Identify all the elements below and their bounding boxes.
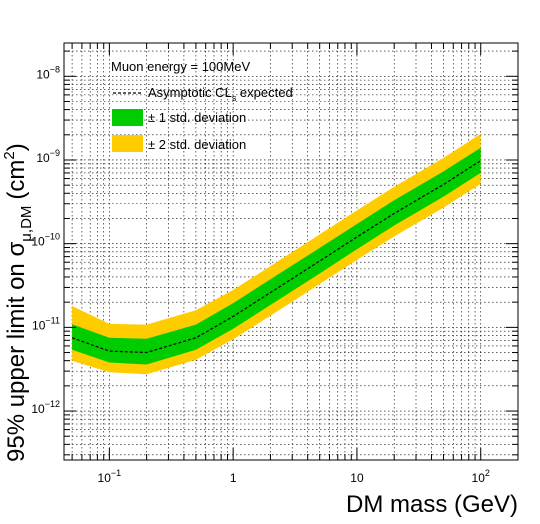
y-axis-title-sub: μ,DM (18, 206, 35, 242)
legend-expected-suffix: expected (236, 85, 292, 100)
legend-band2-swatch (112, 135, 143, 152)
y-axis-title: 95% upper limit on σμ,DM (cm2) (1, 143, 35, 462)
two-sigma-band (72, 133, 481, 375)
y-tick-label: 10−11 (32, 315, 60, 332)
legend-expected-prefix: Asymptotic CL (148, 85, 232, 100)
legend-band2-label: ± 2 std. deviation (148, 137, 246, 152)
x-axis-title: DM mass (GeV) (346, 491, 518, 518)
legend-expected-sub: s (232, 93, 237, 103)
y-tick-label: 10−8 (36, 64, 60, 81)
legend-header: Muon energy = 100MeV (111, 59, 250, 74)
y-tick-label: 10−10 (31, 232, 60, 249)
legend: Muon energy = 100MeV Asymptotic CLs expe… (111, 59, 293, 152)
legend-expected-label: Asymptotic CLs expected (148, 85, 293, 103)
axis-ticks (64, 43, 519, 460)
one-sigma-band (72, 147, 481, 365)
grid-lines (64, 43, 519, 460)
x-tick-label: 10−1 (98, 468, 122, 485)
y-tick-label: 10−12 (31, 399, 60, 416)
y-axis-title-units-close: ) (3, 143, 30, 151)
y-tick-label: 10−9 (36, 148, 60, 165)
legend-band1-label: ± 1 std. deviation (148, 110, 246, 125)
x-tick-label: 10 (350, 471, 364, 485)
y-axis-title-units-sup: 2 (1, 151, 18, 159)
legend-band1-swatch (112, 109, 143, 126)
expected-limit-line (71, 160, 482, 354)
x-tick-label: 102 (472, 468, 490, 485)
y-axis-title-prefix: 95% upper limit on σ (3, 242, 30, 462)
y-axis-title-units: (cm (3, 160, 30, 200)
bands-layer (71, 133, 482, 375)
x-tick-label: 1 (230, 471, 237, 485)
